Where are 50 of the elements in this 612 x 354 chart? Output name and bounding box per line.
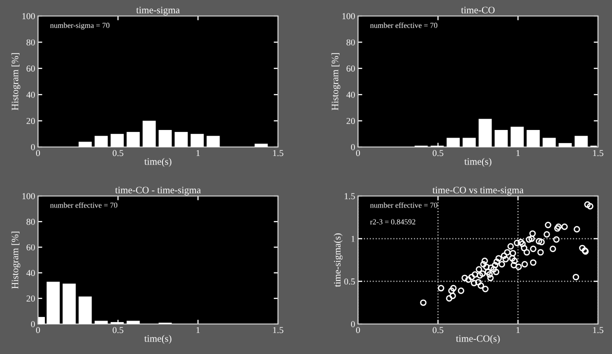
x-tick-label: 1 bbox=[516, 150, 520, 156]
y-tick-label: 1.5 bbox=[344, 193, 355, 200]
chart-title: time-CO - time-sigma bbox=[115, 186, 201, 196]
y-tick-label: 1 bbox=[352, 236, 355, 242]
x-tick-label: 1.5 bbox=[593, 150, 604, 156]
x-tick-label: 0 bbox=[356, 150, 360, 156]
y-tick-label: 80 bbox=[26, 218, 35, 225]
y-tick-label: 0 bbox=[31, 144, 35, 150]
y-axis-title: Histogram [%] bbox=[331, 53, 340, 110]
x-tick-label: 0.5 bbox=[112, 327, 124, 334]
y-tick-label: 0 bbox=[351, 144, 355, 150]
y-tick-label: 20 bbox=[26, 296, 35, 302]
y-tick-label: 100 bbox=[342, 13, 355, 20]
x-tick-label: 1 bbox=[196, 327, 200, 334]
x-tick-label: 0.5 bbox=[432, 150, 444, 156]
x-tick-label: 0 bbox=[36, 150, 40, 156]
x-tick-label: 1.5 bbox=[273, 327, 284, 334]
x-tick-label: 0.5 bbox=[432, 327, 444, 334]
x-tick-label: 1 bbox=[516, 327, 520, 334]
y-tick-label: 40 bbox=[26, 270, 35, 276]
y-tick-label: 60 bbox=[26, 66, 35, 72]
x-tick-label: 0 bbox=[36, 327, 40, 334]
y-tick-label: 20 bbox=[26, 118, 35, 124]
y-tick-label: 100 bbox=[22, 13, 35, 20]
y-axis-title: Histogram [%] bbox=[11, 53, 20, 110]
y-tick-label: 60 bbox=[26, 244, 35, 250]
chart-title: time-CO vs time-sigma bbox=[432, 186, 524, 196]
y-tick-label: 60 bbox=[346, 66, 355, 72]
x-tick-label: 1 bbox=[196, 150, 200, 156]
y-tick-label: 0 bbox=[351, 321, 355, 328]
y-tick-label: 40 bbox=[346, 92, 355, 98]
y-axis-title: time-sigma(s) bbox=[334, 233, 343, 287]
chart-title: time-CO bbox=[461, 6, 495, 14]
x-tick-label: 0.5 bbox=[112, 150, 124, 156]
x-tick-label: 0 bbox=[356, 327, 360, 334]
y-tick-label: 40 bbox=[26, 92, 35, 98]
y-tick-label: 0.5 bbox=[344, 278, 355, 285]
x-tick-label: 1.5 bbox=[273, 150, 284, 156]
x-tick-label: 1.5 bbox=[593, 327, 604, 334]
x-axis-title: time(s) bbox=[464, 158, 492, 167]
y-axis-title: Histogram [%] bbox=[11, 232, 20, 289]
y-tick-label: 80 bbox=[346, 39, 355, 46]
y-tick-label: 100 bbox=[22, 193, 35, 200]
y-tick-label: 0 bbox=[31, 321, 35, 328]
x-axis-title: time-CO(s) bbox=[456, 334, 500, 344]
y-tick-label: 80 bbox=[26, 39, 35, 46]
x-axis-title: time(s) bbox=[144, 334, 172, 344]
x-axis-title: time(s) bbox=[144, 158, 172, 167]
chart-title: time-sigma bbox=[136, 6, 180, 16]
y-tick-label: 20 bbox=[346, 118, 355, 124]
